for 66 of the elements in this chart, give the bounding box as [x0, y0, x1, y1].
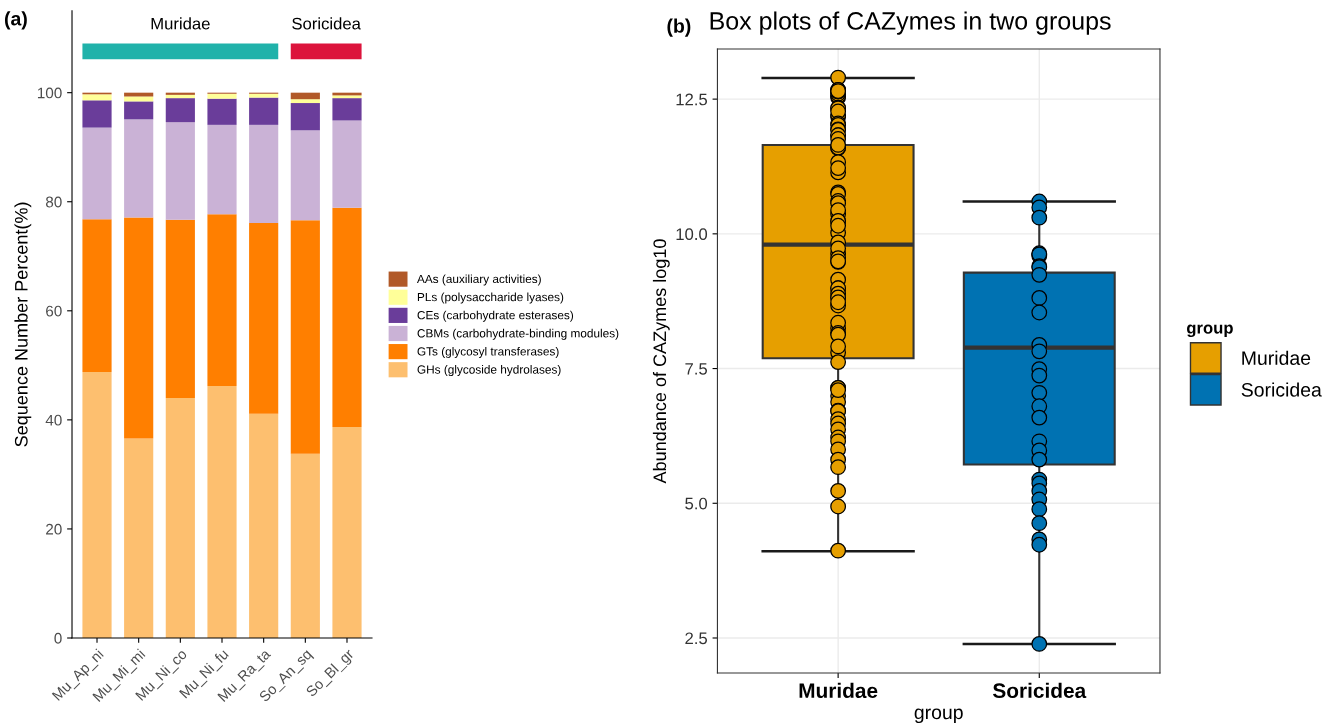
bar [124, 119, 154, 218]
y-axis-title: Abundance of CAZymes log10 [652, 239, 670, 484]
bar [124, 438, 154, 638]
bar [332, 207, 362, 427]
legend-label: Soricidea [1241, 382, 1322, 397]
text: (b) [667, 18, 691, 37]
bar [82, 100, 112, 128]
bar [165, 219, 195, 399]
y-tick-label: 5.0 [685, 497, 708, 510]
y-axis-title: Sequence Number Percent(%) [14, 202, 32, 447]
bar [82, 219, 112, 372]
bar [124, 217, 154, 439]
y-tick-label: 40 [45, 414, 62, 426]
bar [82, 94, 112, 101]
bar [290, 92, 320, 100]
y-tick-label: 12.5 [676, 93, 708, 106]
y-tick-label: 80 [45, 196, 62, 208]
bar [207, 124, 237, 215]
bar [124, 101, 154, 120]
bar [332, 426, 362, 638]
annotation: Muridae [151, 17, 210, 30]
bar [290, 99, 320, 104]
x-tick-label: Soricidea [992, 682, 1087, 699]
text: (a) [4, 11, 27, 30]
legend-label: Muridae [1242, 350, 1311, 365]
y-tick-label: 60 [46, 305, 62, 317]
y-tick-label: 10.0 [676, 228, 708, 241]
bar [332, 98, 362, 121]
bar [165, 398, 195, 638]
legend-label: CBMs (carbohydrate-binding modules) [417, 328, 619, 340]
y-tick-label: 100 [37, 87, 62, 99]
bar [249, 124, 279, 224]
bar [207, 98, 237, 125]
x-tick-label: Muridae [799, 682, 878, 699]
bar [82, 371, 112, 638]
legend-label: GHs (glycoside hydrolases) [417, 365, 561, 377]
bar [207, 386, 237, 638]
bar [165, 122, 195, 220]
legend-label: CEs (carbohydrate esterases) [417, 310, 574, 322]
x-axis-title: group [1187, 324, 1233, 338]
bar [82, 127, 112, 220]
bar [290, 453, 320, 638]
bar [249, 413, 279, 638]
bar [249, 97, 279, 125]
bar [249, 223, 279, 414]
bar [165, 98, 195, 123]
legend-label: AAs (auxiliary activities) [416, 274, 541, 286]
annotation: Soricidea [292, 17, 361, 30]
bar [290, 220, 320, 454]
bar [165, 92, 195, 95]
bar [290, 130, 320, 221]
y-tick-label: 2.5 [685, 632, 708, 645]
y-tick-label: 20 [46, 523, 62, 535]
bar [124, 96, 154, 102]
bar [165, 94, 195, 99]
y-tick-label: 0 [54, 632, 62, 644]
bar [207, 93, 237, 99]
legend-label: PLs (polysaccharide lyases) [417, 292, 564, 304]
bar [207, 214, 237, 387]
bar [290, 103, 320, 131]
chart-title: Box plots of CAZymes in two groups [710, 11, 1111, 35]
legend-label: GTs (glycosyl transferases) [417, 346, 559, 358]
bar [332, 120, 362, 208]
y-tick-label: 7.5 [685, 363, 708, 375]
legend-title: group [914, 708, 963, 724]
bar [249, 93, 279, 98]
